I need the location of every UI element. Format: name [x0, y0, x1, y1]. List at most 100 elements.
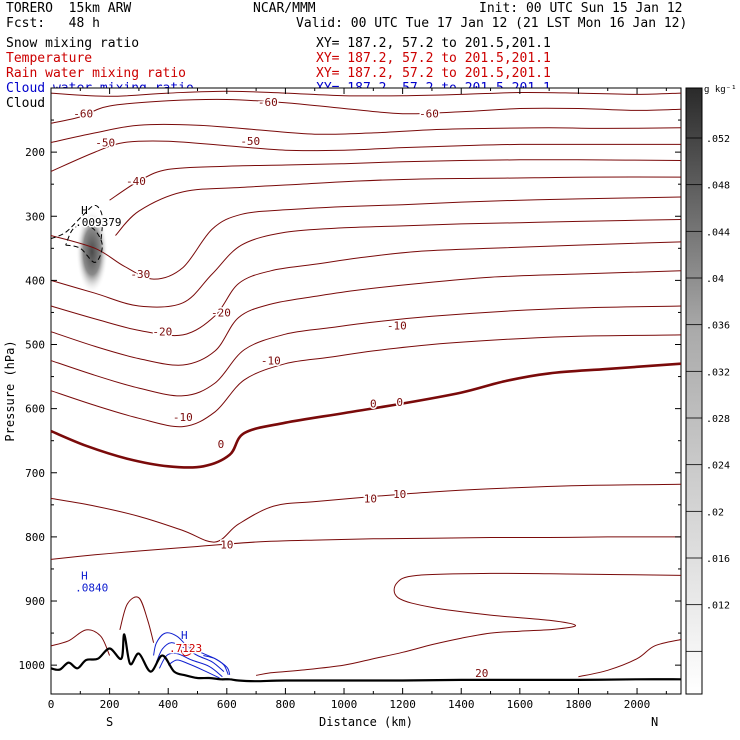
x-tick-label: 400	[158, 698, 178, 711]
x-tick-label: 1400	[448, 698, 475, 711]
snow-max-value: .009379	[75, 216, 121, 229]
init-time: Init: 00 UTC Sun 15 Jan 12	[479, 1, 683, 16]
temperature-contour	[50, 629, 111, 656]
valid-time: Valid: 00 UTC Tue 17 Jan 12 (21 LST Mon …	[296, 16, 688, 31]
y-tick-label: 200	[25, 146, 45, 159]
x-axis-title: Distance (km)	[319, 715, 413, 729]
temperature-contour-label: -60	[419, 108, 439, 121]
y-tick-label: 500	[25, 339, 45, 352]
field-name: Temperature	[6, 51, 93, 66]
colorbar-tick-label: .052	[706, 134, 730, 145]
y-tick-label: 700	[25, 467, 45, 480]
y-axis-title: Pressure (hPa)	[3, 340, 17, 441]
colorbar-tick-label: .012	[706, 601, 730, 612]
freezing-level-contour	[50, 362, 682, 469]
temperature-contour	[50, 123, 682, 143]
snow-shading	[76, 209, 109, 294]
y-tick-label: 400	[25, 274, 45, 287]
field-name: Snow mixing ratio	[6, 36, 140, 51]
cloud-water-contour	[203, 655, 229, 676]
temperature-contour	[578, 639, 682, 678]
x-tick-label: 2000	[624, 698, 651, 711]
temperature-contour	[50, 196, 682, 280]
colorbar-tick-label: .02	[706, 507, 724, 518]
temperature-contour	[50, 536, 682, 560]
cloud-water-contour	[167, 659, 220, 679]
temperature-contour-label: 20	[475, 667, 488, 680]
colorbar-tick-label: .028	[706, 414, 730, 425]
colorbar-tick-label: .048	[706, 181, 730, 192]
rain-max-label: H	[181, 629, 188, 642]
center-title: NCAR/MMM	[253, 1, 316, 16]
cloud-water-contour	[156, 642, 225, 672]
field-xy-range: XY= 187.2, 57.2 to 201.5,201.1	[316, 66, 551, 81]
field-xy-range: XY= 187.2, 57.2 to 201.5,201.1	[316, 36, 551, 51]
x-tick-label: 1200	[389, 698, 416, 711]
forecast-hour: Fcst: 48 h	[6, 16, 100, 31]
colorbar	[685, 87, 703, 695]
colorbar-tick-label: .04	[706, 274, 724, 285]
temperature-contour-label: -10	[261, 355, 281, 368]
snow-contour	[50, 204, 104, 242]
plot-frame	[50, 87, 682, 695]
colorbar-tick-label: .016	[706, 554, 730, 565]
colorbar-tick-label: .032	[706, 367, 730, 378]
temperature-contour	[119, 596, 155, 643]
temperature-contour	[50, 219, 682, 308]
y-tick-label: 900	[25, 595, 45, 608]
x-tick-label: 1800	[565, 698, 592, 711]
temperature-contour-label: 0	[218, 438, 225, 451]
snow-max-label: H	[81, 204, 88, 217]
rain-max-value: .7123	[169, 642, 202, 655]
temperature-contour-label: -20	[211, 306, 231, 319]
temperature-contour	[50, 98, 682, 124]
temperature-contour-label: -50	[95, 137, 115, 150]
x-tick-label: 1600	[507, 698, 534, 711]
temperature-contour-label: 10	[393, 488, 406, 501]
temperature-contour-label: -50	[240, 135, 260, 148]
temperature-contour-label: -30	[130, 268, 150, 281]
field-xy-range: XY= 187.2, 57.2 to 201.5,201.1	[316, 51, 551, 66]
colorbar-tick-label: .024	[706, 461, 730, 472]
temperature-contour	[50, 140, 681, 172]
temperature-contour-label: -60	[73, 108, 93, 121]
colorbar-tick-label: .044	[706, 227, 730, 238]
cloud-water-contour	[158, 652, 223, 678]
cloud-water-max-label: H	[81, 569, 88, 582]
x-tick-label: 200	[100, 698, 120, 711]
temperature-contour-label: -20	[152, 326, 172, 339]
x-tick-label: 600	[217, 698, 237, 711]
model-title: TORERO 15km ARW	[6, 1, 132, 16]
y-tick-label: 800	[25, 531, 45, 544]
cloud-water-max-value: .0840	[75, 581, 108, 594]
temperature-contour-label: -60	[258, 96, 278, 109]
temperature-contour-label: 0	[396, 396, 403, 409]
temperature-contour	[50, 270, 682, 366]
temperature-contour	[50, 241, 682, 337]
temperature-contour-label: -40	[126, 175, 146, 188]
y-tick-label: 600	[25, 403, 45, 416]
x-tick-label: 800	[275, 698, 295, 711]
x-tick-label: 0	[48, 698, 55, 711]
temperature-contour	[50, 90, 682, 97]
temperature-contour	[115, 176, 682, 236]
terrain-line	[50, 633, 682, 683]
south-label: S	[106, 715, 113, 729]
temperature-contour-label: 0	[370, 398, 377, 411]
temperature-contour	[109, 159, 682, 201]
temperature-contour	[50, 334, 682, 428]
temperature-contour-label: 10	[364, 492, 377, 505]
temperature-contour	[50, 483, 682, 543]
x-tick-label: 1000	[331, 698, 358, 711]
rain-contour	[179, 644, 193, 657]
temperature-contour-label: -10	[387, 319, 407, 332]
field-name: Rain water mixing ratio	[6, 66, 187, 81]
temperature-contour-label: 10	[220, 539, 233, 552]
y-tick-label: 1000	[19, 659, 46, 672]
temperature-contour	[256, 572, 682, 676]
temperature-contour-label: -10	[173, 411, 193, 424]
temperature-contour	[50, 305, 682, 397]
colorbar-unit: g kg⁻¹	[704, 85, 737, 95]
north-label: N	[651, 715, 658, 729]
